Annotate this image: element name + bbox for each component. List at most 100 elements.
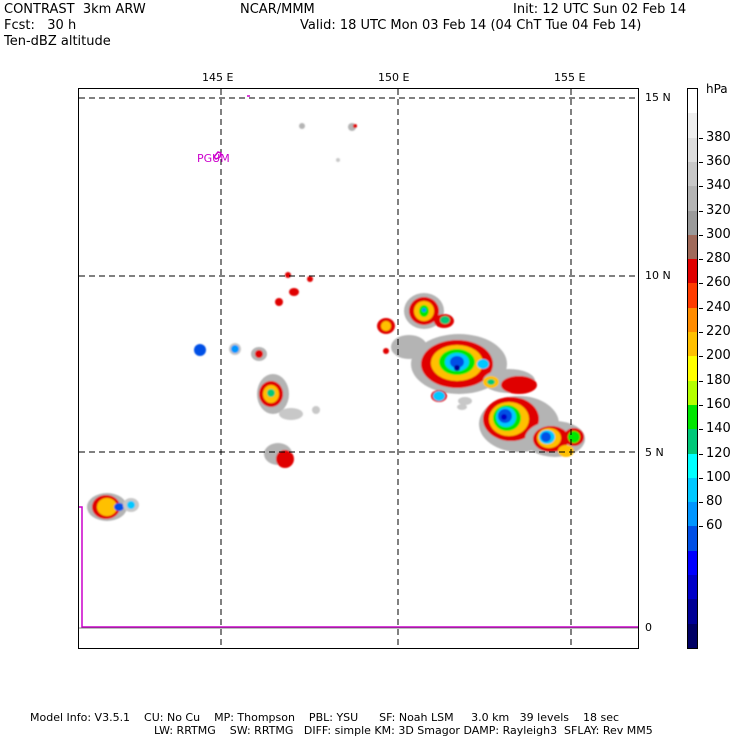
colorbar-tick	[699, 161, 703, 163]
colorbar-cell	[688, 210, 697, 236]
echo-red-band-2b	[383, 348, 389, 354]
echo-green-cell-1	[267, 389, 275, 397]
colorbar-cell	[688, 575, 697, 600]
colorbar-cell	[688, 599, 697, 625]
colorbar-cell	[688, 137, 697, 163]
echo-cyan-band-central-b	[477, 359, 489, 369]
echo-green-band-4	[487, 379, 495, 385]
echo-red-band-4	[501, 376, 537, 394]
colorbar-label: 80	[706, 494, 723, 510]
colorbar-label: 100	[706, 469, 731, 485]
colorbar-label: 200	[706, 348, 731, 364]
colorbar-tick	[699, 380, 703, 382]
model-title: CONTRAST 3km ARW	[4, 2, 146, 17]
colorbar-tick	[699, 210, 703, 212]
center-name: NCAR/MMM	[240, 2, 315, 17]
echo-red-cell-2	[276, 450, 294, 468]
boundary-line	[79, 506, 638, 628]
colorbar-tick	[699, 526, 703, 528]
colorbar-label: 360	[706, 153, 731, 169]
guam-outline	[212, 151, 222, 160]
init-time: Init: 12 UTC Sun 02 Feb 14	[513, 2, 687, 17]
echo-red-west-3	[255, 350, 263, 358]
colorbar-label: 140	[706, 421, 731, 437]
echo-blue-band-6	[541, 432, 551, 442]
colorbar-label: 380	[706, 129, 731, 145]
colorbar-cell	[688, 283, 697, 309]
station-label-pgum: PGUM	[197, 152, 230, 165]
footer-line-2: LW: RRTMG SW: RRTMG DIFF: simple KM: 3D …	[154, 724, 653, 737]
echo-red-top	[353, 124, 357, 128]
colorbar-cell	[688, 259, 697, 284]
colorbar-cell	[688, 550, 697, 576]
echo-blue-band-1	[422, 308, 426, 312]
echo-blue-sw	[114, 503, 124, 511]
colorbar-tick	[699, 453, 703, 455]
echo-red-10n-4	[275, 298, 283, 306]
echo-yellow-sw	[97, 498, 117, 516]
colorbar-cell	[688, 161, 697, 187]
colorbar-tick	[699, 356, 703, 358]
colorbar-cell	[688, 186, 697, 211]
colorbar-label: 120	[706, 445, 731, 461]
colorbar-tick	[699, 259, 703, 261]
colorbar-label: 280	[706, 251, 731, 267]
lat-label-10n: 10 N	[645, 269, 671, 282]
echo-gray-small-2	[457, 404, 467, 410]
colorbar-tick	[699, 186, 703, 188]
echo-gray-cell-1b	[279, 408, 303, 420]
colorbar-cell	[688, 113, 697, 139]
coastline	[79, 95, 638, 629]
colorbar-tick	[699, 332, 703, 334]
lon-label-145: 145 E	[202, 71, 234, 84]
field-name: Ten-dBZ altitude	[4, 34, 111, 49]
lat-label-15n: 15 N	[645, 91, 671, 104]
lat-label-5n: 5 N	[645, 446, 664, 459]
colorbar-cell	[688, 429, 697, 455]
colorbar-cell	[688, 404, 697, 430]
echo-yellow-band-6c	[558, 445, 574, 457]
lon-label-155: 155 E	[554, 71, 586, 84]
echo-blue-band-central	[450, 356, 464, 368]
colorbar-cell	[688, 502, 697, 527]
colorbar-cell	[688, 307, 697, 333]
colorbar-cell	[688, 234, 697, 260]
colorbar-label: 260	[706, 275, 731, 291]
graticule	[79, 89, 638, 648]
echo-green-band-1b	[440, 316, 450, 324]
echo-gray-cell-1c	[312, 406, 320, 414]
valid-time: Valid: 18 UTC Mon 03 Feb 14 (04 ChT Tue …	[300, 18, 642, 33]
echo-cyan-west-2	[231, 345, 239, 353]
echo-navy-band-5	[501, 414, 507, 420]
colorbar	[687, 88, 698, 649]
colorbar-cell	[688, 526, 697, 552]
echo-red-10n-2	[307, 276, 313, 282]
colorbar-label: 180	[706, 372, 731, 388]
echo-red-10n-1	[285, 272, 291, 278]
colorbar-tick	[699, 283, 703, 285]
colorbar-tick	[699, 404, 703, 406]
lat-label-0: 0	[645, 621, 652, 634]
colorbar-tick	[699, 307, 703, 309]
echo-gray-top-1	[299, 123, 305, 129]
colorbar-unit: hPa	[706, 82, 728, 96]
echo-cyan-sw-2	[127, 501, 135, 509]
colorbar-cell	[688, 380, 697, 406]
colorbar-cell	[688, 356, 697, 382]
echo-yellow-band-2	[381, 321, 391, 331]
colorbar-label: 160	[706, 396, 731, 412]
colorbar-label: 300	[706, 226, 731, 242]
forecast-hour: Fcst: 30 h	[4, 18, 77, 33]
colorbar-tick	[699, 502, 703, 504]
colorbar-label: 60	[706, 518, 723, 534]
echo-cyan-small-1	[433, 391, 445, 401]
colorbar-label: 240	[706, 299, 731, 315]
echo-green-band-6b	[568, 431, 580, 443]
echo-blue-west	[194, 344, 206, 356]
map-canvas: PGUM	[79, 89, 638, 648]
echo-red-10n-3	[289, 288, 299, 296]
colorbar-tick	[699, 429, 703, 431]
colorbar-cell	[688, 453, 697, 479]
lon-label-150: 150 E	[378, 71, 410, 84]
colorbar-cell	[688, 332, 697, 357]
